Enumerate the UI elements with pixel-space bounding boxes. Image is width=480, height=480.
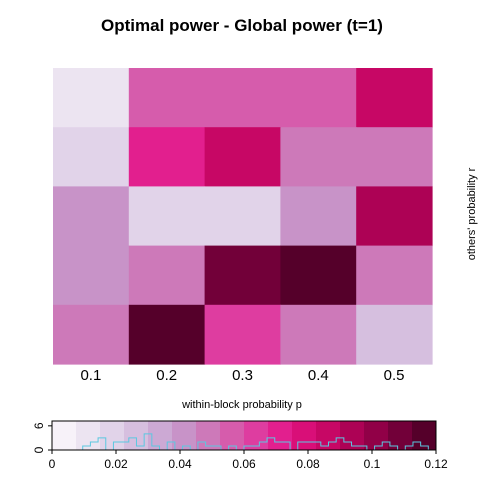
heatmap-cell [280,304,357,365]
x-axis-label: within-block probability p [181,399,302,411]
color-key: 0 0.02 0.04 0.06 0.08 0.1 0.12 06 [32,420,448,471]
chart-title: Optimal power - Global power (t=1) [101,16,383,35]
heatmap-cell [128,68,206,128]
heatmap-cells [53,68,433,365]
color-key-band [172,421,197,450]
color-key-band [412,421,437,450]
heatmap-cell [356,127,433,187]
color-key-count-label: 0 [32,446,46,453]
color-key-band [268,421,293,450]
heatmap-cell [356,68,433,128]
heatmap-cell [356,186,433,247]
color-key-tick-label: 0.1 [364,457,381,471]
heatmap-cell [128,127,206,187]
x-tick-label: 0.1 [80,367,101,384]
color-key-count-ticks: 06 [32,422,52,453]
heatmap-cell [204,68,281,128]
color-key-band [388,421,413,450]
color-key-value-ticks: 0 0.02 0.04 0.06 0.08 0.1 0.12 [49,450,448,471]
heatmap-cell [280,127,357,187]
heatmap-cell [128,304,206,365]
heatmap-cell [204,186,281,247]
heatmap-cell [204,127,281,187]
heatmap-cell [356,245,433,306]
x-tick-label: 0.2 [156,367,177,384]
color-key-tick-label: 0.06 [232,457,256,471]
color-key-band [196,421,221,450]
heatmap-cell [128,245,206,306]
heatmap-cell [280,68,357,128]
color-key-band [364,421,389,450]
heatmap-cell [204,245,281,306]
x-tick-labels: 0.1 0.2 0.3 0.4 0.5 [80,367,404,384]
heatmap-cell [280,245,357,306]
color-key-count-label: 6 [32,422,46,429]
heatmap-cell [204,304,281,365]
heatmap-cell [53,127,130,187]
heatmap-cell [53,304,130,365]
color-key-band [52,421,77,450]
heatmap-cell [280,186,357,247]
heatmap-cell [356,304,433,365]
heatmap-cell [128,186,206,247]
color-key-band [76,421,101,450]
heatmap-cell [53,68,130,128]
x-tick-label: 0.5 [384,367,405,384]
color-key-tick-label: 0.04 [168,457,192,471]
x-tick-label: 0.4 [308,367,329,384]
color-key-band [244,421,269,450]
x-tick-label: 0.3 [232,367,253,384]
color-key-band [100,421,125,450]
color-key-histogram [52,433,436,451]
heatmap-cell [53,245,130,306]
color-key-band [220,421,245,450]
y-axis-label: others' probability r [466,167,478,260]
heatmap-cell [53,186,130,247]
color-key-band [340,421,365,450]
color-key-tick-label: 0 [49,457,56,471]
color-key-band [292,421,317,450]
color-key-tick-label: 0.08 [296,457,320,471]
color-key-tick-label: 0.02 [104,457,128,471]
color-key-tick-label: 0.12 [424,457,448,471]
